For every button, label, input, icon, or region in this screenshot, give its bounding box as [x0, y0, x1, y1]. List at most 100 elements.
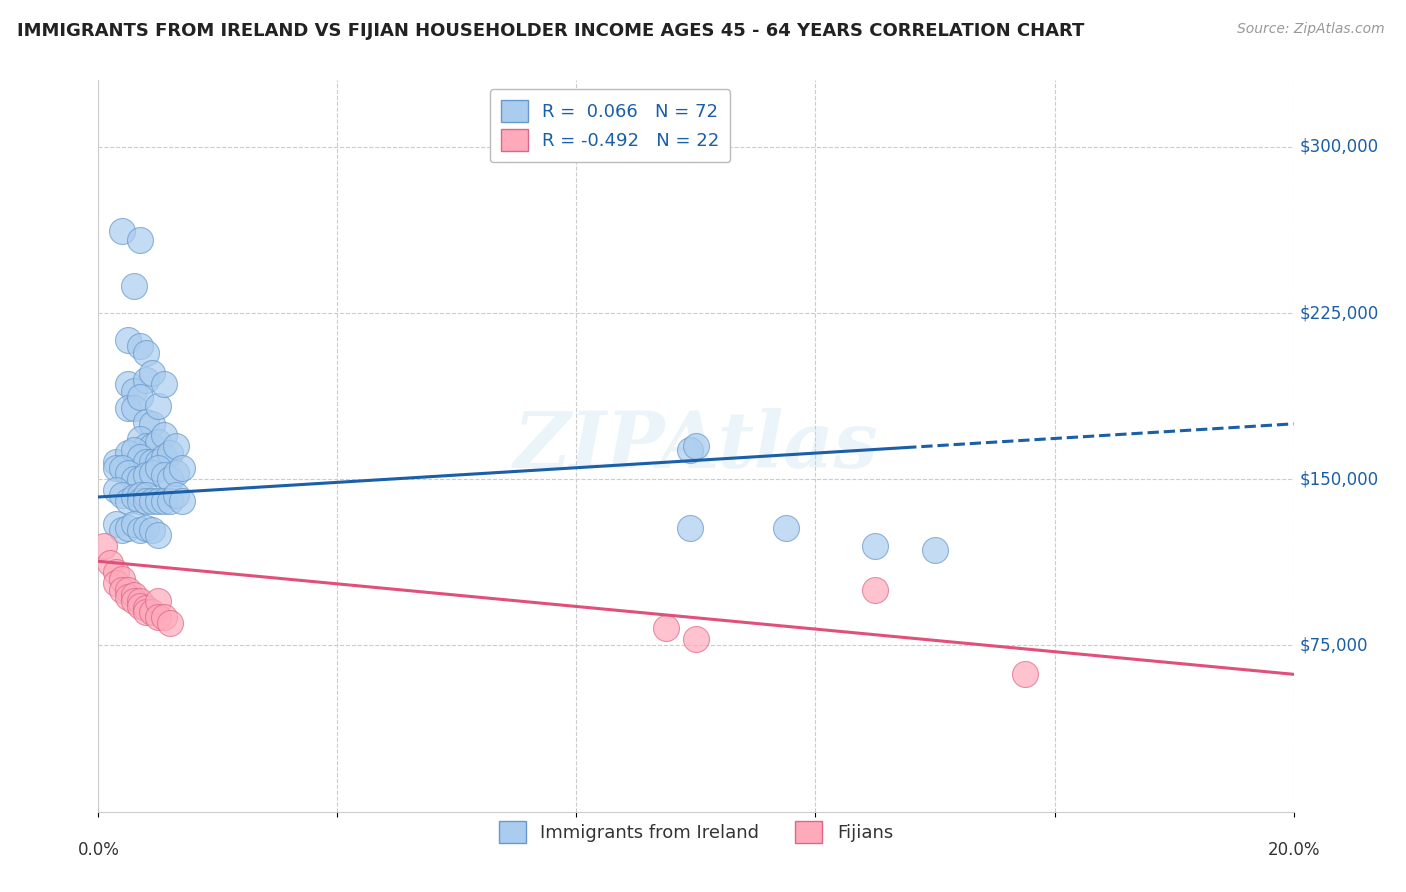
Point	[148, 609, 170, 624]
Point	[655, 621, 678, 635]
Point	[148, 494, 170, 508]
Point	[172, 494, 194, 508]
Point	[159, 472, 181, 486]
Point	[679, 443, 702, 458]
Point	[148, 454, 170, 468]
Point	[98, 557, 122, 571]
Legend: Immigrants from Ireland, Fijians: Immigrants from Ireland, Fijians	[492, 814, 900, 850]
Point	[129, 450, 152, 464]
Point	[124, 279, 146, 293]
Point	[865, 583, 887, 598]
Point	[141, 454, 163, 468]
Point	[117, 333, 139, 347]
Point	[129, 488, 152, 502]
Point	[148, 527, 170, 541]
Point	[111, 224, 134, 238]
Point	[141, 605, 163, 619]
Point	[148, 594, 170, 608]
Text: 0.0%: 0.0%	[77, 841, 120, 859]
Point	[135, 605, 157, 619]
Point	[124, 594, 146, 608]
Point	[117, 521, 139, 535]
Text: $75,000: $75,000	[1299, 637, 1368, 655]
Point	[141, 417, 163, 431]
Point	[111, 572, 134, 586]
Point	[141, 366, 163, 380]
Point	[93, 539, 115, 553]
Point	[165, 488, 187, 502]
Point	[685, 439, 707, 453]
Point	[148, 399, 170, 413]
Point	[105, 454, 128, 468]
Point	[153, 467, 176, 482]
Point	[135, 521, 157, 535]
Point	[153, 376, 176, 391]
Point	[775, 521, 797, 535]
Point	[148, 434, 170, 449]
Point	[124, 490, 146, 504]
Point	[679, 521, 702, 535]
Point	[153, 450, 176, 464]
Point	[135, 415, 157, 429]
Point	[159, 616, 181, 631]
Point	[129, 433, 152, 447]
Point	[135, 439, 157, 453]
Point	[141, 439, 163, 453]
Point	[129, 494, 152, 508]
Text: $225,000: $225,000	[1299, 304, 1379, 322]
Point	[105, 576, 128, 591]
Point	[105, 566, 128, 580]
Point	[159, 494, 181, 508]
Point	[135, 454, 157, 468]
Point	[129, 523, 152, 537]
Point	[111, 583, 134, 598]
Text: $300,000: $300,000	[1299, 137, 1379, 156]
Point	[124, 384, 146, 398]
Point	[124, 516, 146, 531]
Point	[105, 483, 128, 498]
Text: 20.0%: 20.0%	[1267, 841, 1320, 859]
Text: $150,000: $150,000	[1299, 470, 1379, 488]
Point	[141, 494, 163, 508]
Point	[117, 590, 139, 604]
Point	[159, 445, 181, 459]
Point	[135, 600, 157, 615]
Point	[117, 445, 139, 459]
Point	[165, 466, 187, 480]
Text: Source: ZipAtlas.com: Source: ZipAtlas.com	[1237, 22, 1385, 37]
Point	[153, 428, 176, 442]
Point	[111, 488, 134, 502]
Point	[124, 443, 146, 458]
Text: IMMIGRANTS FROM IRELAND VS FIJIAN HOUSEHOLDER INCOME AGES 45 - 64 YEARS CORRELAT: IMMIGRANTS FROM IRELAND VS FIJIAN HOUSEH…	[17, 22, 1084, 40]
Point	[117, 583, 139, 598]
Point	[865, 539, 887, 553]
Point	[129, 599, 152, 613]
Point	[1014, 667, 1036, 681]
Point	[117, 376, 139, 391]
Point	[141, 523, 163, 537]
Point	[129, 594, 152, 608]
Point	[685, 632, 707, 646]
Point	[141, 466, 163, 480]
Text: ZIPAtlas: ZIPAtlas	[513, 408, 879, 484]
Point	[124, 401, 146, 416]
Point	[105, 516, 128, 531]
Point	[135, 467, 157, 482]
Point	[924, 543, 946, 558]
Point	[105, 461, 128, 475]
Point	[129, 233, 152, 247]
Point	[153, 609, 176, 624]
Point	[135, 488, 157, 502]
Point	[111, 523, 134, 537]
Point	[148, 461, 170, 475]
Point	[124, 472, 146, 486]
Point	[172, 461, 194, 475]
Point	[129, 472, 152, 486]
Point	[129, 339, 152, 353]
Point	[124, 587, 146, 601]
Point	[117, 494, 139, 508]
Point	[135, 494, 157, 508]
Point	[111, 461, 134, 475]
Point	[117, 466, 139, 480]
Point	[135, 346, 157, 360]
